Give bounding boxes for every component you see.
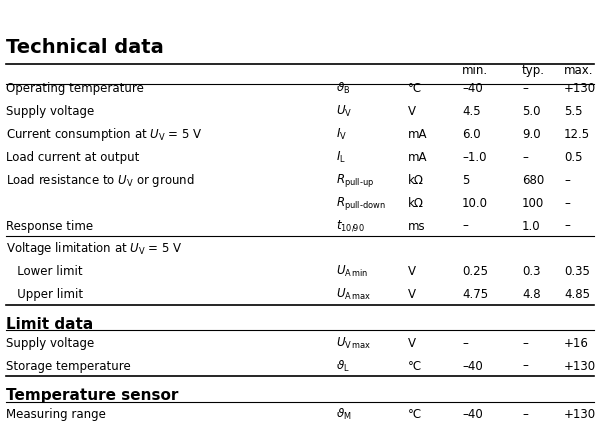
Text: 12.5: 12.5 bbox=[564, 128, 590, 141]
Text: –40: –40 bbox=[462, 360, 483, 372]
Text: 100: 100 bbox=[522, 197, 544, 210]
Text: –: – bbox=[522, 360, 528, 372]
Text: $\vartheta_\mathrm{B}$: $\vartheta_\mathrm{B}$ bbox=[336, 81, 350, 96]
Text: –: – bbox=[522, 82, 528, 95]
Text: –1.0: –1.0 bbox=[462, 151, 487, 164]
Text: $U_\mathrm{A\,min}$: $U_\mathrm{A\,min}$ bbox=[336, 264, 368, 280]
Text: Measuring range: Measuring range bbox=[6, 408, 106, 421]
Text: Technical data: Technical data bbox=[6, 38, 164, 57]
Text: 10.0: 10.0 bbox=[462, 197, 488, 210]
Text: V: V bbox=[408, 266, 416, 278]
Text: –: – bbox=[462, 337, 468, 349]
Text: Response time: Response time bbox=[6, 220, 93, 232]
Text: 4.8: 4.8 bbox=[522, 289, 541, 301]
Text: kΩ: kΩ bbox=[408, 174, 424, 187]
Text: $t_\mathrm{10/90}$: $t_\mathrm{10/90}$ bbox=[336, 219, 365, 233]
Text: Lower limit: Lower limit bbox=[6, 266, 83, 278]
Text: +16: +16 bbox=[564, 337, 589, 349]
Text: ms: ms bbox=[408, 220, 425, 232]
Text: $U_\mathrm{A\,max}$: $U_\mathrm{A\,max}$ bbox=[336, 287, 371, 303]
Text: +130: +130 bbox=[564, 82, 596, 95]
Text: Load resistance to $U_\mathrm{V}$ or ground: Load resistance to $U_\mathrm{V}$ or gro… bbox=[6, 172, 195, 189]
Text: Limit data: Limit data bbox=[6, 317, 93, 332]
Text: $U_\mathrm{V\,max}$: $U_\mathrm{V\,max}$ bbox=[336, 335, 371, 351]
Text: 4.5: 4.5 bbox=[462, 105, 481, 118]
Text: –40: –40 bbox=[462, 82, 483, 95]
Text: Operating temperature: Operating temperature bbox=[6, 82, 144, 95]
Text: 0.35: 0.35 bbox=[564, 266, 590, 278]
Text: –: – bbox=[462, 220, 468, 232]
Text: °C: °C bbox=[408, 360, 422, 372]
Text: V: V bbox=[408, 337, 416, 349]
Text: °C: °C bbox=[408, 82, 422, 95]
Text: max.: max. bbox=[564, 64, 593, 76]
Text: $\vartheta_\mathrm{M}$: $\vartheta_\mathrm{M}$ bbox=[336, 407, 352, 422]
Text: +130: +130 bbox=[564, 408, 596, 421]
Text: $\vartheta_\mathrm{L}$: $\vartheta_\mathrm{L}$ bbox=[336, 358, 350, 374]
Text: 0.3: 0.3 bbox=[522, 266, 541, 278]
Text: $R_\mathrm{pull\text{-}up}$: $R_\mathrm{pull\text{-}up}$ bbox=[336, 172, 374, 189]
Text: Upper limit: Upper limit bbox=[6, 289, 83, 301]
Text: –: – bbox=[564, 220, 570, 232]
Text: $I_\mathrm{V}$: $I_\mathrm{V}$ bbox=[336, 127, 347, 142]
Text: 4.85: 4.85 bbox=[564, 289, 590, 301]
Text: –: – bbox=[522, 408, 528, 421]
Text: 680: 680 bbox=[522, 174, 544, 187]
Text: $R_\mathrm{pull\text{-}down}$: $R_\mathrm{pull\text{-}down}$ bbox=[336, 195, 386, 212]
Text: –: – bbox=[564, 197, 570, 210]
Text: Supply voltage: Supply voltage bbox=[6, 337, 94, 349]
Text: Supply voltage: Supply voltage bbox=[6, 105, 94, 118]
Text: 5.5: 5.5 bbox=[564, 105, 583, 118]
Text: Load current at output: Load current at output bbox=[6, 151, 139, 164]
Text: Voltage limitation at $U_\mathrm{V}$ = 5 V: Voltage limitation at $U_\mathrm{V}$ = 5… bbox=[6, 241, 182, 258]
Text: Temperature sensor: Temperature sensor bbox=[6, 388, 178, 403]
Text: mA: mA bbox=[408, 128, 428, 141]
Text: 1.0: 1.0 bbox=[522, 220, 541, 232]
Text: +130: +130 bbox=[564, 360, 596, 372]
Text: V: V bbox=[408, 105, 416, 118]
Text: –: – bbox=[522, 151, 528, 164]
Text: –: – bbox=[522, 337, 528, 349]
Text: V: V bbox=[408, 289, 416, 301]
Text: min.: min. bbox=[462, 64, 488, 76]
Text: °C: °C bbox=[408, 408, 422, 421]
Text: Current consumption at $U_\mathrm{V}$ = 5 V: Current consumption at $U_\mathrm{V}$ = … bbox=[6, 126, 203, 143]
Text: Storage temperature: Storage temperature bbox=[6, 360, 131, 372]
Text: 5: 5 bbox=[462, 174, 469, 187]
Text: kΩ: kΩ bbox=[408, 197, 424, 210]
Text: $U_\mathrm{V}$: $U_\mathrm{V}$ bbox=[336, 104, 352, 119]
Text: 9.0: 9.0 bbox=[522, 128, 541, 141]
Text: 5.0: 5.0 bbox=[522, 105, 541, 118]
Text: $I_\mathrm{L}$: $I_\mathrm{L}$ bbox=[336, 150, 346, 165]
Text: 0.25: 0.25 bbox=[462, 266, 488, 278]
Text: –: – bbox=[564, 174, 570, 187]
Text: 4.75: 4.75 bbox=[462, 289, 488, 301]
Text: –40: –40 bbox=[462, 408, 483, 421]
Text: 6.0: 6.0 bbox=[462, 128, 481, 141]
Text: typ.: typ. bbox=[522, 64, 545, 76]
Text: 0.5: 0.5 bbox=[564, 151, 583, 164]
Text: mA: mA bbox=[408, 151, 428, 164]
